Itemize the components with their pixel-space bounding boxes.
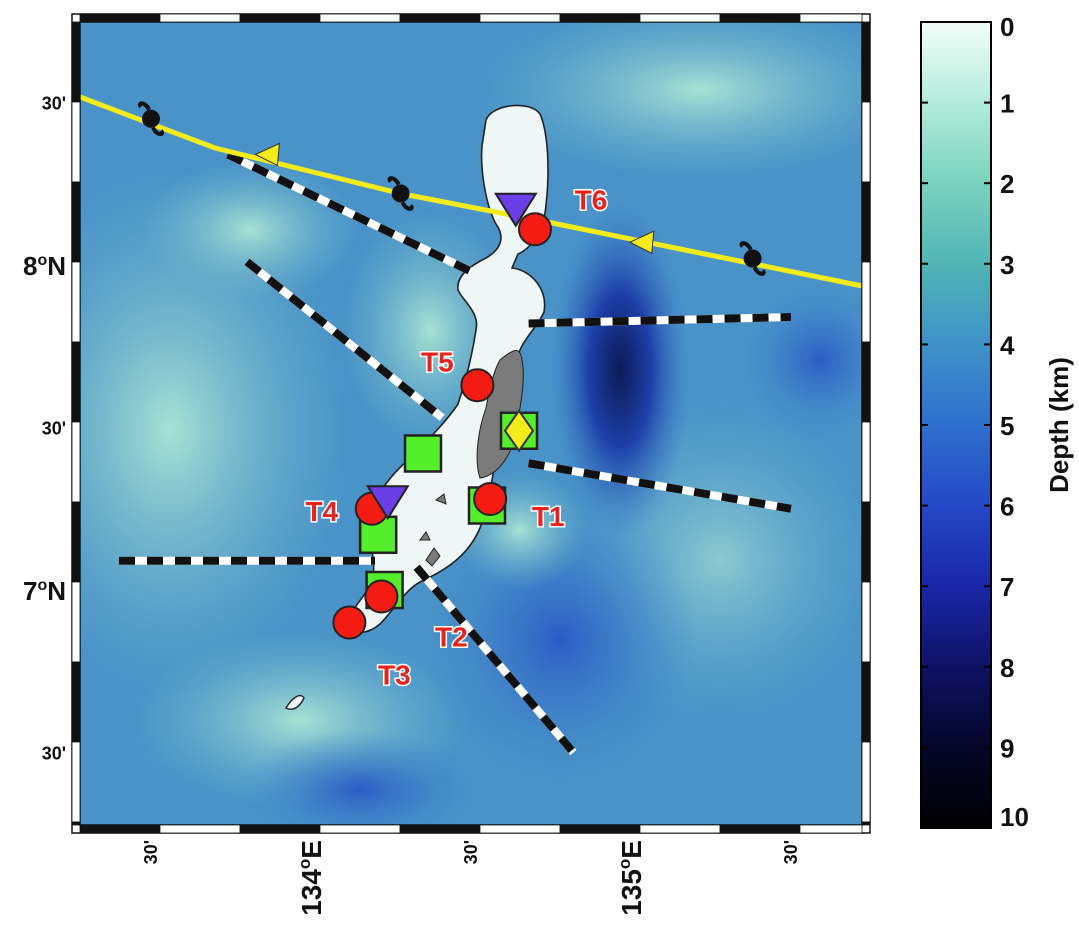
purple-triangle-marker: [493, 192, 538, 228]
site-label-t2: T2: [435, 622, 468, 653]
transect-dash-6: [413, 564, 577, 756]
purple-triangle-marker: [365, 485, 410, 521]
longitude-tick-label: 30': [781, 840, 801, 864]
colorbar-tick-label: 4: [1000, 330, 1015, 360]
colorbar-tick-label: 6: [1000, 492, 1014, 522]
map-frame: [71, 13, 871, 834]
colorbar-tick-label: 1: [1000, 89, 1014, 119]
colorbar-title: Depth (km): [1044, 357, 1074, 493]
site-label-t5: T5: [421, 346, 454, 377]
colorbar-tick-label: 9: [1000, 733, 1014, 763]
colorbar-tick-label: 5: [1000, 411, 1014, 441]
colorbar-tick-label: 8: [1000, 653, 1014, 683]
site-marker-t6: [518, 212, 552, 247]
latitude-tick-label: 8oN: [23, 251, 66, 281]
yellow-diamond-marker: [503, 409, 535, 453]
longitude-tick-label: 134oE: [295, 840, 327, 916]
transect-dash-1: [226, 150, 473, 276]
site-marker-t2: [364, 579, 399, 614]
colorbar-tick-label: 3: [1000, 250, 1014, 280]
depth-colorbar: 0 1 2 3 4 5 6 7 8 9 10 Depth (km): [920, 12, 1074, 832]
site-marker-t3: [332, 605, 367, 640]
latitude-tick-label: 30': [42, 419, 66, 439]
site-label-t3: T3: [378, 660, 411, 691]
longitude-labels: 30' 134oE 30' 135oE 30': [141, 840, 801, 916]
site-marker-t5: [460, 368, 495, 403]
longitude-tick-label: 30': [461, 840, 481, 864]
site-label-t4: T4: [305, 496, 338, 527]
typhoon-icon: [739, 241, 766, 276]
transect-dash-2: [244, 258, 445, 421]
typhoon-icon: [387, 176, 414, 211]
typhoon-track-line: [80, 94, 862, 289]
site-label-t6: T6: [575, 184, 608, 215]
longitude-tick-label: 135oE: [615, 840, 647, 916]
green-square-marker: [403, 434, 443, 473]
transect-dash-3: [528, 313, 792, 328]
track-direction-arrow-icon: [628, 230, 655, 255]
latitude-tick-label: 7oN: [23, 576, 66, 606]
site-marker-t1: [473, 482, 508, 516]
transect-line-4: [527, 459, 792, 513]
colorbar-tick-label: 10: [1000, 802, 1029, 832]
site-symbols: T1 T2 T3 T4 T5 T6: [304, 183, 609, 692]
colorbar-tick-label: 7: [1000, 572, 1014, 602]
colorbar-ticks: 0 1 2 3 4 5 6 7 8 9 10: [921, 12, 1029, 832]
track-direction-arrow-icon: [254, 142, 280, 167]
colorbar-tick-label: 0: [1000, 12, 1014, 42]
typhoon-track: [80, 94, 862, 289]
latitude-tick-label: 30': [42, 94, 66, 114]
colorbar-tick-label: 2: [1000, 169, 1014, 199]
latitude-labels: 30' 8oN 30' 7oN 30': [23, 94, 66, 764]
site-label-t1: T1: [532, 501, 565, 532]
longitude-tick-label: 30': [141, 840, 161, 864]
latitude-tick-label: 30': [42, 744, 66, 764]
typhoon-icon: [138, 101, 164, 137]
transect-lines: [119, 150, 792, 756]
